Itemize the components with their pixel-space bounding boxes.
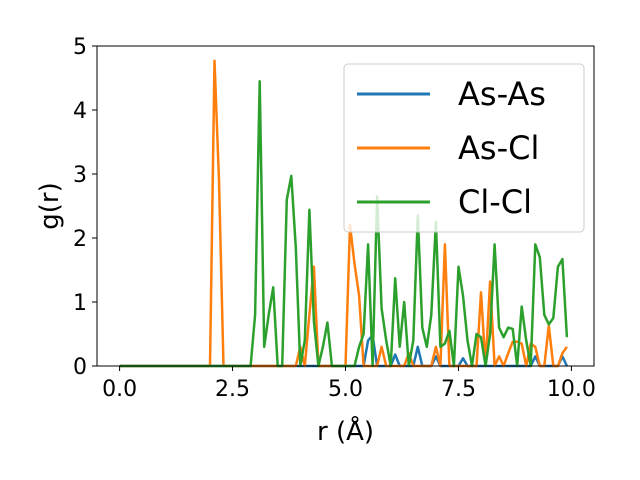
y-tick-label: 0 <box>73 355 87 380</box>
x-axis-label: r (Å) <box>317 415 374 447</box>
x-tick-label: 2.5 <box>215 377 250 402</box>
series-line-as-as <box>119 334 569 368</box>
legend-label-as-as: As-As <box>458 75 546 113</box>
y-tick-label: 2 <box>73 227 87 252</box>
legend-label-as-cl: As-Cl <box>458 129 539 167</box>
legend-label-cl-cl: Cl-Cl <box>458 183 532 221</box>
y-tick-label: 3 <box>73 163 87 188</box>
x-tick-label: 7.5 <box>441 377 476 402</box>
y-tick-label: 5 <box>73 35 87 60</box>
y-tick-label: 1 <box>73 291 87 316</box>
x-ticks: 0.0 2.5 5.0 7.5 10.0 <box>102 366 596 402</box>
y-tick-label: 4 <box>73 99 87 124</box>
x-tick-label: 5.0 <box>328 377 363 402</box>
series-line-cl-cl <box>119 79 569 368</box>
x-tick-label: 10.0 <box>547 377 596 402</box>
y-axis-label: g(r) <box>35 182 65 229</box>
y-ticks: 0 1 2 3 4 5 <box>73 35 97 380</box>
legend-box <box>343 63 585 233</box>
legend: As-As As-Cl Cl-Cl <box>343 63 585 233</box>
x-tick-label: 0.0 <box>102 377 137 402</box>
